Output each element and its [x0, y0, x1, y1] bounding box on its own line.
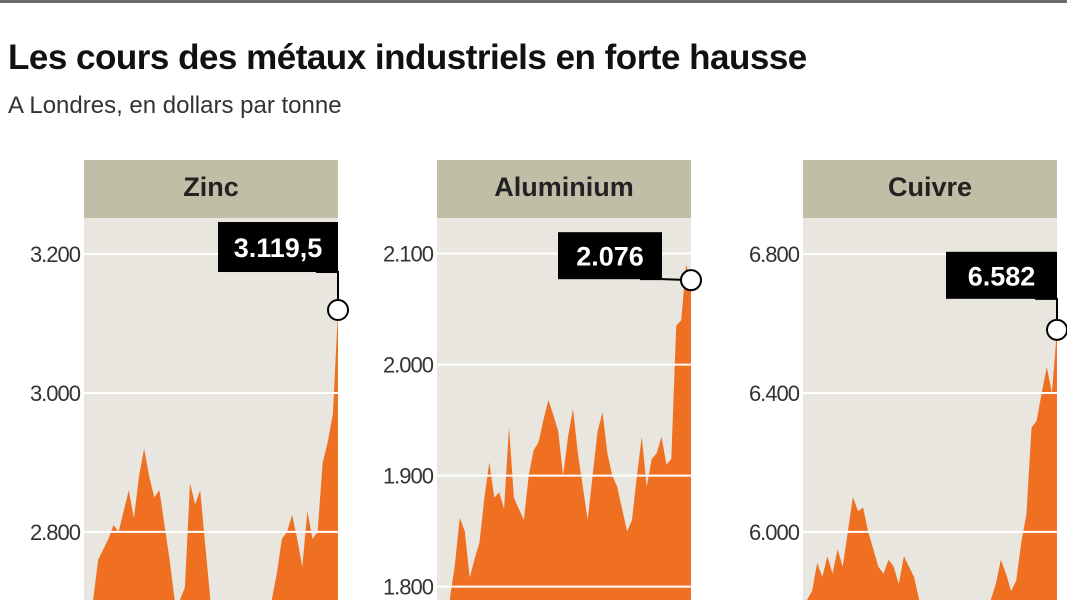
price-area: [807, 329, 1057, 600]
y-tick-label: 6.000: [749, 520, 800, 545]
last-value-label: 2.076: [576, 242, 644, 272]
panel-title: Zinc: [183, 172, 239, 202]
y-tick-label: 1.800: [383, 575, 434, 600]
y-tick-label: 3.200: [30, 242, 81, 267]
callout-box: [558, 232, 662, 280]
y-tick-label: 2.100: [383, 242, 434, 267]
top-rule: [0, 0, 1067, 3]
panel-header: [803, 160, 1057, 218]
panel-aluminium: Aluminium 2.100 2.000 1.900 1.800 2.076: [383, 160, 702, 600]
price-area: [88, 310, 338, 600]
price-area: [450, 264, 691, 600]
y-tick-label: 2.800: [30, 520, 81, 545]
y-tick-label: 1.900: [383, 464, 434, 489]
panel-header: [437, 160, 691, 218]
y-tick-label: 2.000: [383, 353, 434, 378]
callout-box: [218, 222, 338, 273]
panel-header: [84, 160, 338, 218]
last-value-label: 6.582: [968, 261, 1036, 291]
y-tick-label: 3.000: [30, 381, 81, 406]
last-value-label: 3.119,5: [234, 233, 323, 263]
last-value-marker: [1046, 318, 1067, 341]
panel-cuivre: Cuivre 6.800 6.400 6.000 6.582: [749, 160, 1067, 600]
chart-subtitle: A Londres, en dollars par tonne: [8, 92, 342, 119]
y-tick-label: 6.800: [749, 242, 800, 267]
panel-zinc: Zinc 3.200 3.000 2.800 3.119,5: [30, 160, 349, 600]
last-value-marker: [327, 299, 349, 322]
panel-title: Aluminium: [494, 172, 634, 202]
chart-title: Les cours des métaux industriels en fort…: [8, 38, 807, 77]
callout-box: [946, 251, 1057, 299]
callout-pointer: [316, 271, 339, 311]
last-value-marker: [680, 269, 702, 292]
y-tick-label: 6.400: [749, 381, 800, 406]
panel-title: Cuivre: [888, 172, 972, 202]
